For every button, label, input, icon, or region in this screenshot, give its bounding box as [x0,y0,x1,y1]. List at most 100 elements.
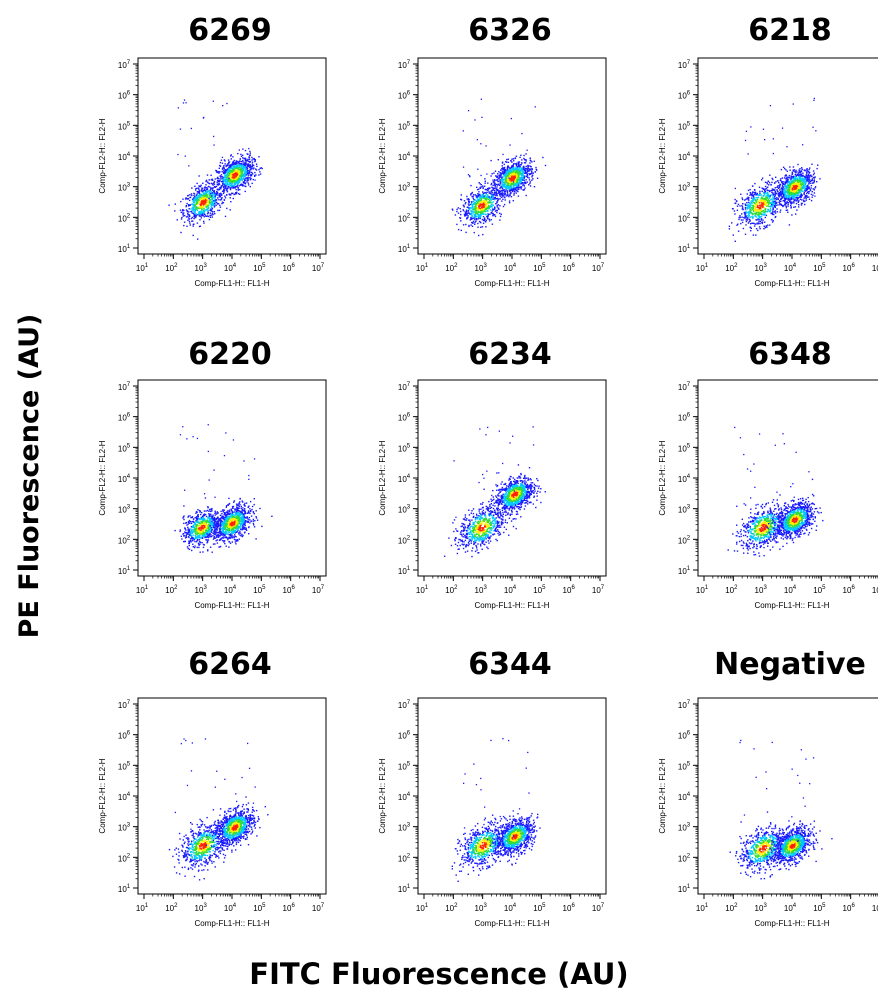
event-point [474,206,476,209]
event-point [469,176,471,178]
event-point [796,198,798,200]
event-point [477,226,479,228]
event-point [794,171,797,173]
event-point [797,189,800,191]
event-point [452,209,454,211]
event-point [785,196,787,198]
event-point [501,167,503,170]
event-point [517,177,519,179]
event-point [535,168,537,171]
event-point [761,201,764,203]
event-point [759,194,761,197]
event-point [503,193,505,195]
event-point [237,152,239,155]
event-point [228,177,230,180]
event-point [760,207,762,209]
event-point [237,176,240,178]
event-point [772,193,774,195]
event-point [506,195,508,197]
event-point [502,192,504,194]
event-point [738,218,740,221]
event-point [249,164,251,166]
event-point [485,197,487,199]
event-point [515,189,517,192]
event-point [732,234,734,236]
event-point [526,173,528,175]
event-point [522,166,524,168]
event-point [246,159,249,162]
event-point [513,194,515,196]
event-point [522,184,524,186]
event-point [216,188,218,191]
event-point [482,199,485,202]
event-point [237,174,239,176]
event-point [218,180,220,183]
event-point [247,184,250,186]
event-point [233,177,235,179]
event-point [749,203,752,205]
event-point [479,200,481,202]
event-point [740,219,743,221]
event-point [502,153,504,156]
event-point [484,188,486,191]
event-point [764,185,767,188]
event-point [522,173,524,176]
event-point [490,204,492,206]
event-point [200,190,203,192]
event-point [212,203,214,205]
event-point [237,187,239,189]
event-point [793,195,795,197]
event-point [237,182,239,184]
event-point [229,209,231,211]
event-point [803,181,805,183]
event-point [527,165,529,168]
event-point [807,176,809,178]
event-point [214,178,216,180]
event-point [224,163,226,165]
event-point [777,187,780,189]
event-point [508,195,510,198]
event-point [483,217,486,219]
event-point [227,164,229,167]
event-point [211,183,214,185]
event-point [741,216,743,218]
event-point [523,154,525,157]
event-point [510,186,513,189]
event-point [209,196,211,198]
event-point [454,214,457,216]
event-point [766,194,768,197]
event-point [752,198,754,200]
event-point [200,198,202,200]
event-point [800,173,803,175]
event-point [261,167,263,170]
event-point [771,191,773,194]
event-point [505,176,507,178]
event-point [795,202,798,205]
event-point [197,199,200,201]
event-point [763,192,766,195]
event-point [482,207,485,209]
event-point [203,213,206,215]
event-point [513,172,515,174]
event-point [795,213,797,215]
event-point [487,213,489,215]
event-point [784,177,786,179]
event-point [521,178,523,180]
event-point [501,162,504,164]
event-point [759,220,762,223]
event-point [524,169,527,171]
event-point [792,197,795,199]
event-point [229,165,231,168]
event-point [801,175,803,178]
event-point [196,182,198,185]
event-point [472,220,475,223]
event-point [233,174,235,177]
event-point [217,203,220,205]
event-point [528,172,530,175]
event-point [205,191,208,193]
event-point [233,174,236,176]
event-point [237,177,239,179]
event-point [213,194,215,196]
event-point [260,167,262,169]
event-point [258,156,260,158]
